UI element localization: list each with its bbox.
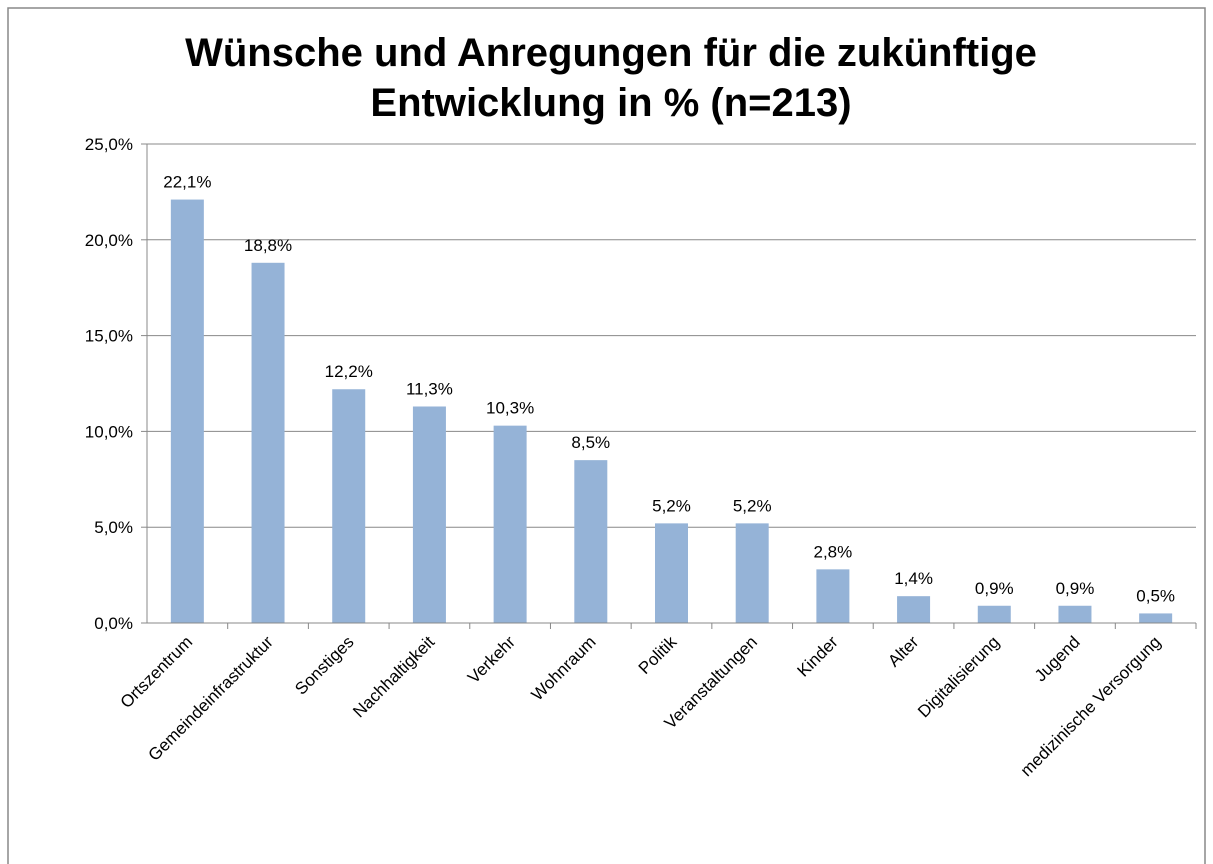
bar bbox=[412, 406, 446, 623]
bar bbox=[897, 596, 931, 623]
bar bbox=[655, 523, 688, 623]
bar bbox=[493, 425, 527, 623]
y-tick-label: 15,0% bbox=[85, 327, 133, 346]
y-tick-label: 0,0% bbox=[94, 614, 133, 633]
bar bbox=[816, 569, 850, 623]
value-label: 5,2% bbox=[733, 496, 772, 515]
bar bbox=[251, 262, 285, 623]
value-label: 1,4% bbox=[894, 569, 933, 588]
bar bbox=[977, 605, 1011, 623]
chart-title: Wünsche und Anregungen für die zukünftig… bbox=[185, 31, 1037, 125]
bar bbox=[1058, 605, 1092, 623]
bar bbox=[574, 460, 608, 623]
value-label: 22,1% bbox=[163, 173, 211, 192]
y-tick-label: 10,0% bbox=[85, 422, 133, 441]
bar bbox=[332, 389, 366, 623]
chart-frame bbox=[7, 7, 1206, 864]
value-label: 11,3% bbox=[406, 379, 453, 398]
y-tick-label: 5,0% bbox=[94, 518, 133, 537]
bar bbox=[170, 199, 204, 623]
value-label: 0,9% bbox=[975, 579, 1014, 598]
value-label: 5,2% bbox=[652, 496, 691, 515]
value-label: 10,3% bbox=[486, 399, 534, 418]
bar bbox=[1139, 613, 1173, 623]
value-label: 0,5% bbox=[1136, 586, 1175, 605]
value-label: 8,5% bbox=[571, 433, 610, 452]
value-label: 18,8% bbox=[244, 236, 292, 255]
bar bbox=[735, 523, 769, 623]
value-label: 0,9% bbox=[1056, 579, 1095, 598]
value-label: 2,8% bbox=[814, 542, 853, 561]
y-tick-label: 25,0% bbox=[85, 135, 133, 154]
value-label: 12,2% bbox=[325, 362, 373, 381]
y-tick-label: 20,0% bbox=[85, 231, 133, 250]
